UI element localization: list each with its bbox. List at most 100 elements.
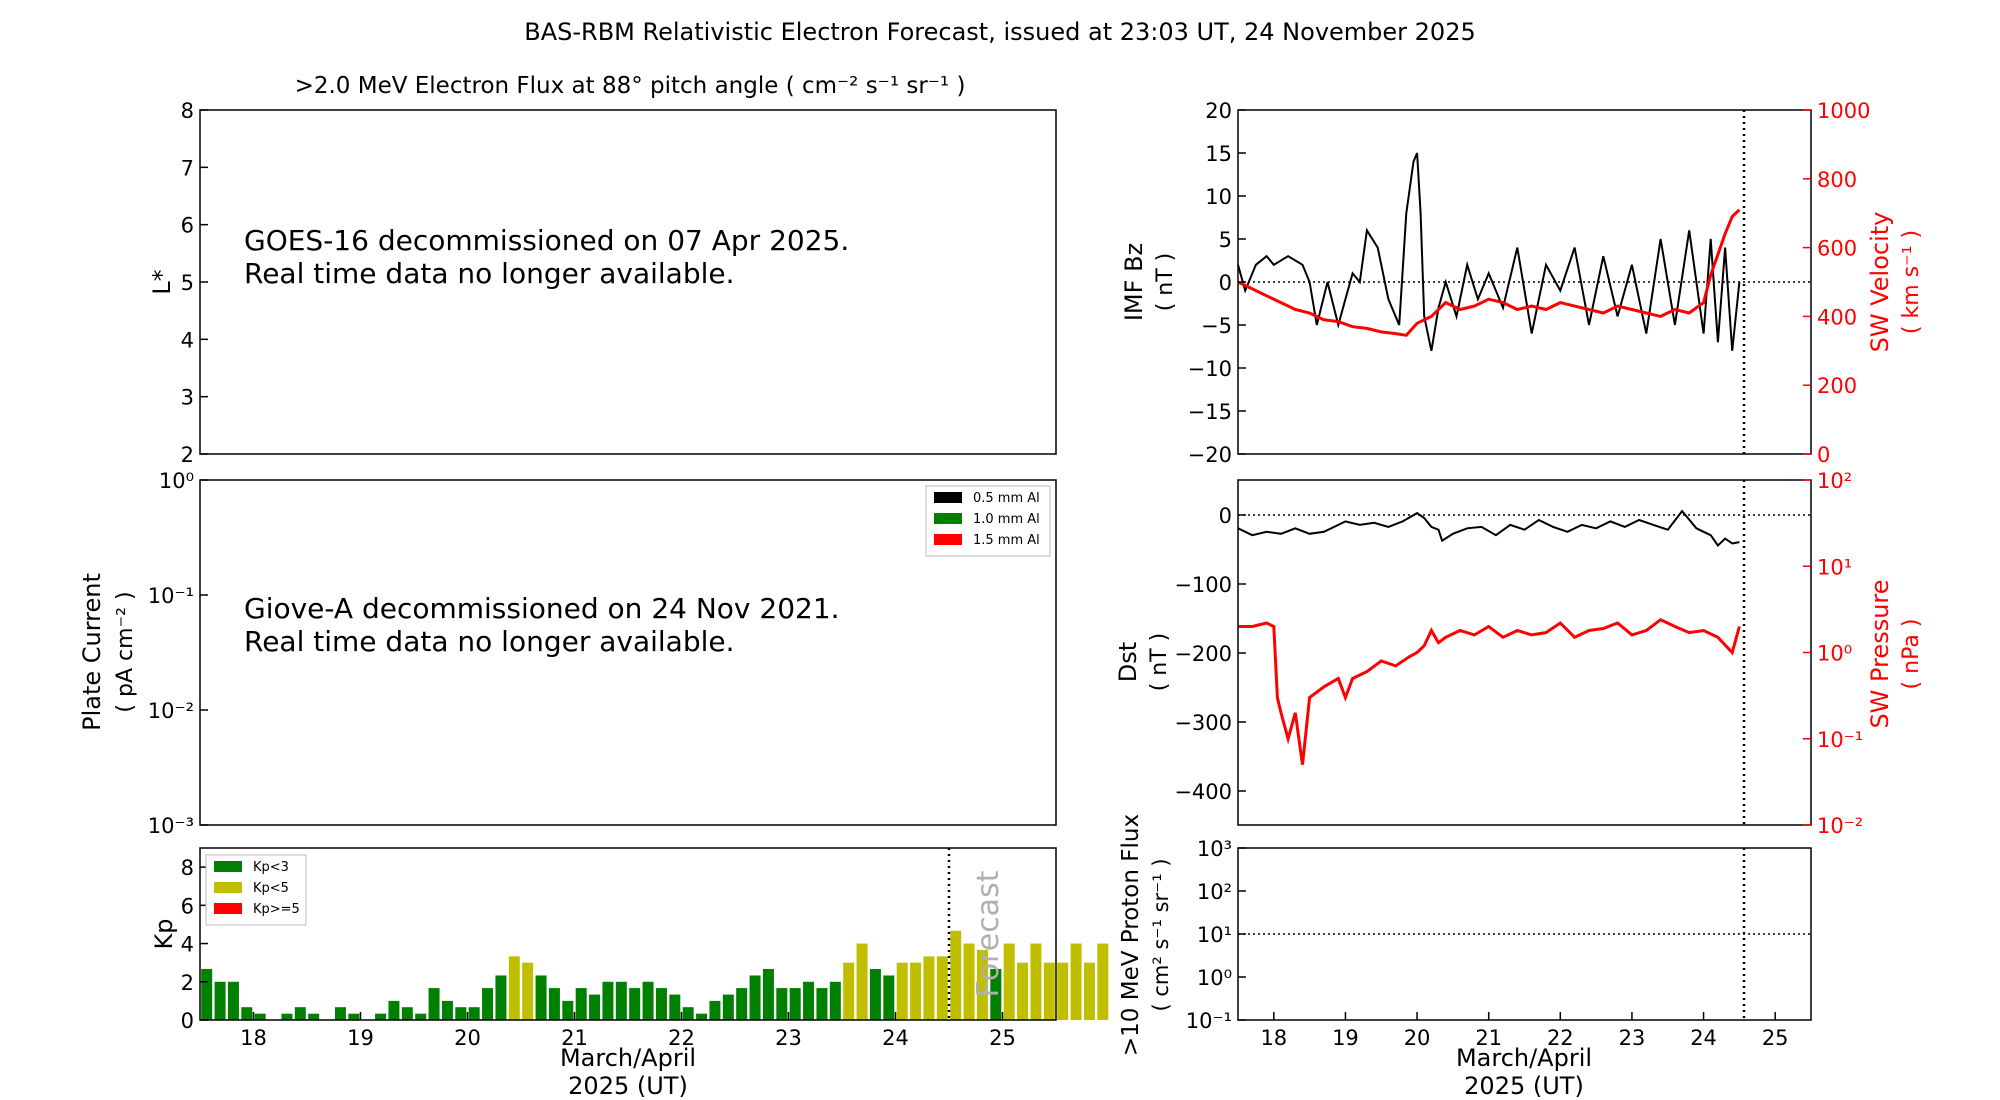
kp-bar bbox=[308, 1013, 320, 1020]
kp-tick-label: 0 bbox=[181, 1009, 194, 1033]
kp-legend-swatch-mid bbox=[214, 882, 242, 893]
kp-bar bbox=[990, 968, 1002, 1020]
kp-xticks: 18 19 20 21 22 23 24 25 bbox=[240, 1012, 1016, 1050]
kp-bar bbox=[696, 1013, 708, 1020]
imf-tick-label: −10 bbox=[1188, 357, 1232, 381]
kp-bar bbox=[401, 1007, 413, 1020]
sw-velocity-tick-label: 800 bbox=[1817, 168, 1857, 192]
proton-xaxis-tick-label: 20 bbox=[1404, 1026, 1431, 1050]
plate-current-ylabel-2: ( pA cm⁻² ) bbox=[113, 591, 138, 712]
electron-flux-tick-label: 2 bbox=[181, 443, 194, 467]
proton-xaxis-tick-label: 21 bbox=[1475, 1026, 1502, 1050]
kp-bar bbox=[883, 975, 895, 1020]
plate-current-message-2: Real time data no longer available. bbox=[244, 625, 735, 658]
dst-tick-label: 0 bbox=[1219, 504, 1232, 528]
right-xaxis-label-1: March/April bbox=[1456, 1044, 1592, 1072]
imf-yticks-right: 1000 800 600 400 200 0 bbox=[1803, 99, 1870, 467]
proton-xaxis-tick-label: 19 bbox=[1332, 1026, 1359, 1050]
kp-tick-label: 2 bbox=[181, 971, 194, 995]
sw-pressure-tick-label: 10¹ bbox=[1817, 555, 1852, 579]
sw-velocity-tick-label: 0 bbox=[1817, 443, 1830, 467]
dst-tick-label: −200 bbox=[1174, 642, 1232, 666]
kp-bar bbox=[1003, 943, 1015, 1020]
plate-current-yticks: 10⁰ 10⁻¹ 10⁻² 10⁻³ bbox=[148, 469, 208, 838]
kp-bar bbox=[709, 1000, 721, 1020]
dst-ylabel-2: ( nT ) bbox=[1147, 633, 1172, 692]
proton-tick-label: 10⁰ bbox=[1197, 966, 1232, 990]
sw-velocity-series bbox=[1237, 208, 1741, 337]
plate-current-tick-label: 10⁰ bbox=[159, 469, 194, 493]
kp-bar bbox=[669, 994, 681, 1020]
sw-pressure-tick-label: 10² bbox=[1817, 469, 1852, 493]
kp-bar bbox=[602, 981, 614, 1020]
kp-bar bbox=[629, 988, 641, 1020]
kp-bar bbox=[348, 1013, 360, 1020]
kp-ylabel: Kp bbox=[150, 919, 178, 950]
kp-bar bbox=[869, 968, 881, 1020]
kp-bar bbox=[936, 956, 948, 1020]
legend-label-1-5mm: 1.5 mm Al bbox=[973, 533, 1040, 548]
figure-title: BAS-RBM Relativistic Electron Forecast, … bbox=[524, 18, 1476, 46]
proton-xaxis-tick-label: 22 bbox=[1547, 1026, 1574, 1050]
plate-current-tick-label: 10⁻² bbox=[148, 699, 194, 723]
proton-xaxis-tick-label: 25 bbox=[1762, 1026, 1789, 1050]
sw-velocity-tick-label: 400 bbox=[1817, 305, 1857, 329]
kp-xaxis-tick-label: 20 bbox=[454, 1026, 481, 1050]
imf-bz-series bbox=[1237, 152, 1741, 352]
dst-yticks: 0 −100 −200 −300 −400 bbox=[1174, 504, 1246, 804]
electron-flux-ylabel: L* bbox=[148, 269, 176, 294]
legend-swatch-0-5mm bbox=[934, 492, 962, 503]
imf-ylabel-right-1: SW Velocity bbox=[1866, 212, 1894, 353]
kp-xaxis-tick-label: 23 bbox=[775, 1026, 802, 1050]
kp-bar bbox=[535, 975, 547, 1020]
kp-bar bbox=[241, 1007, 253, 1020]
kp-xaxis-tick-label: 25 bbox=[989, 1026, 1016, 1050]
electron-flux-tick-label: 7 bbox=[181, 156, 194, 180]
left-xaxis-label-2: 2025 (UT) bbox=[568, 1072, 688, 1100]
kp-xaxis-tick-label: 18 bbox=[240, 1026, 267, 1050]
imf-ylabel-right-2: ( km s⁻¹ ) bbox=[1899, 230, 1924, 334]
kp-forecast-label: Forecast bbox=[971, 870, 1006, 997]
kp-bar bbox=[642, 981, 654, 1020]
kp-bar bbox=[976, 949, 988, 1020]
kp-bar bbox=[736, 988, 748, 1020]
panel-electron-flux: >2.0 MeV Electron Flux at 88° pitch angl… bbox=[148, 73, 1057, 467]
kp-bar bbox=[682, 1007, 694, 1020]
sw-pressure-tick-label: 10⁻¹ bbox=[1817, 728, 1863, 752]
kp-bar bbox=[281, 1013, 293, 1020]
electron-flux-yticks: 2 3 4 5 6 7 8 bbox=[181, 99, 208, 467]
kp-bar bbox=[455, 1007, 467, 1020]
kp-bar bbox=[428, 988, 440, 1020]
kp-bar bbox=[388, 1000, 400, 1020]
kp-bar bbox=[415, 1013, 427, 1020]
legend-swatch-1-0mm bbox=[934, 513, 962, 524]
plate-current-message-1: Giove-A decommissioned on 24 Nov 2021. bbox=[244, 592, 840, 625]
kp-yticks: 0 2 4 6 8 bbox=[181, 856, 208, 1033]
kp-bar bbox=[495, 975, 507, 1020]
sw-velocity-tick-label: 600 bbox=[1817, 237, 1857, 261]
imf-tick-label: −15 bbox=[1188, 400, 1232, 424]
kp-xaxis-tick-label: 21 bbox=[561, 1026, 588, 1050]
kp-bar bbox=[1030, 943, 1042, 1020]
electron-flux-tick-label: 3 bbox=[181, 386, 194, 410]
kp-bar bbox=[950, 930, 962, 1020]
electron-flux-tick-label: 6 bbox=[181, 214, 194, 238]
kp-legend-label-high: Kp>=5 bbox=[253, 902, 300, 917]
plate-current-legend: 0.5 mm Al 1.0 mm Al 1.5 mm Al bbox=[925, 485, 1051, 557]
left-xaxis-label-1: March/April bbox=[560, 1044, 696, 1072]
imf-yticks: 20 15 10 5 0 −5 −10 −15 −20 bbox=[1188, 99, 1246, 467]
sw-velocity-tick-label: 200 bbox=[1817, 374, 1857, 398]
kp-bar bbox=[1083, 962, 1095, 1020]
kp-bar bbox=[562, 1000, 574, 1020]
proton-tick-label: 10⁻¹ bbox=[1186, 1009, 1232, 1033]
panel-imf: 20 15 10 5 0 −5 −10 −15 −20 1000 800 600 400 200 0 IM… bbox=[1120, 99, 1924, 467]
kp-legend-swatch-low bbox=[214, 861, 242, 872]
electron-flux-tick-label: 8 bbox=[181, 99, 194, 123]
legend-label-0-5mm: 0.5 mm Al bbox=[973, 491, 1040, 506]
imf-ylabel-1: IMF Bz bbox=[1120, 243, 1148, 321]
proton-tick-label: 10¹ bbox=[1197, 923, 1232, 947]
kp-bar bbox=[1097, 943, 1109, 1020]
electron-flux-tick-label: 5 bbox=[181, 271, 194, 295]
proton-ylabel-2: ( cm² s⁻¹ sr⁻¹ ) bbox=[1149, 858, 1173, 1011]
proton-tick-label: 10² bbox=[1197, 880, 1232, 904]
